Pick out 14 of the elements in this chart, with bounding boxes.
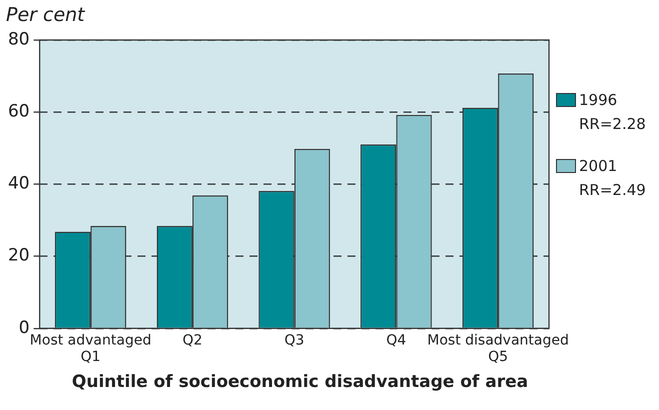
y-tick-label: 20 [8,246,30,266]
y-tick-label: 80 [8,29,30,50]
legend-label: 1996 RR=2.28 [579,90,646,135]
x-tick-label: Most advantaged Q1 [30,332,152,366]
y-tick-label: 40 [8,174,30,194]
y-tick-label: 0 [18,318,30,338]
y-tick-label: 60 [8,102,30,122]
x-axis-title: Quintile of socioeconomic disadvantage of area [70,372,530,392]
y-axis-title: Per cent [6,4,85,26]
x-tick-label: Q3 [284,332,304,348]
legend-label: 2001 RR=2.49 [579,156,646,201]
x-tick-label: Q4 [386,332,406,348]
x-tick-label: Q2 [182,332,202,348]
x-tick-label: Most disadvantaged Q5 [427,332,569,366]
